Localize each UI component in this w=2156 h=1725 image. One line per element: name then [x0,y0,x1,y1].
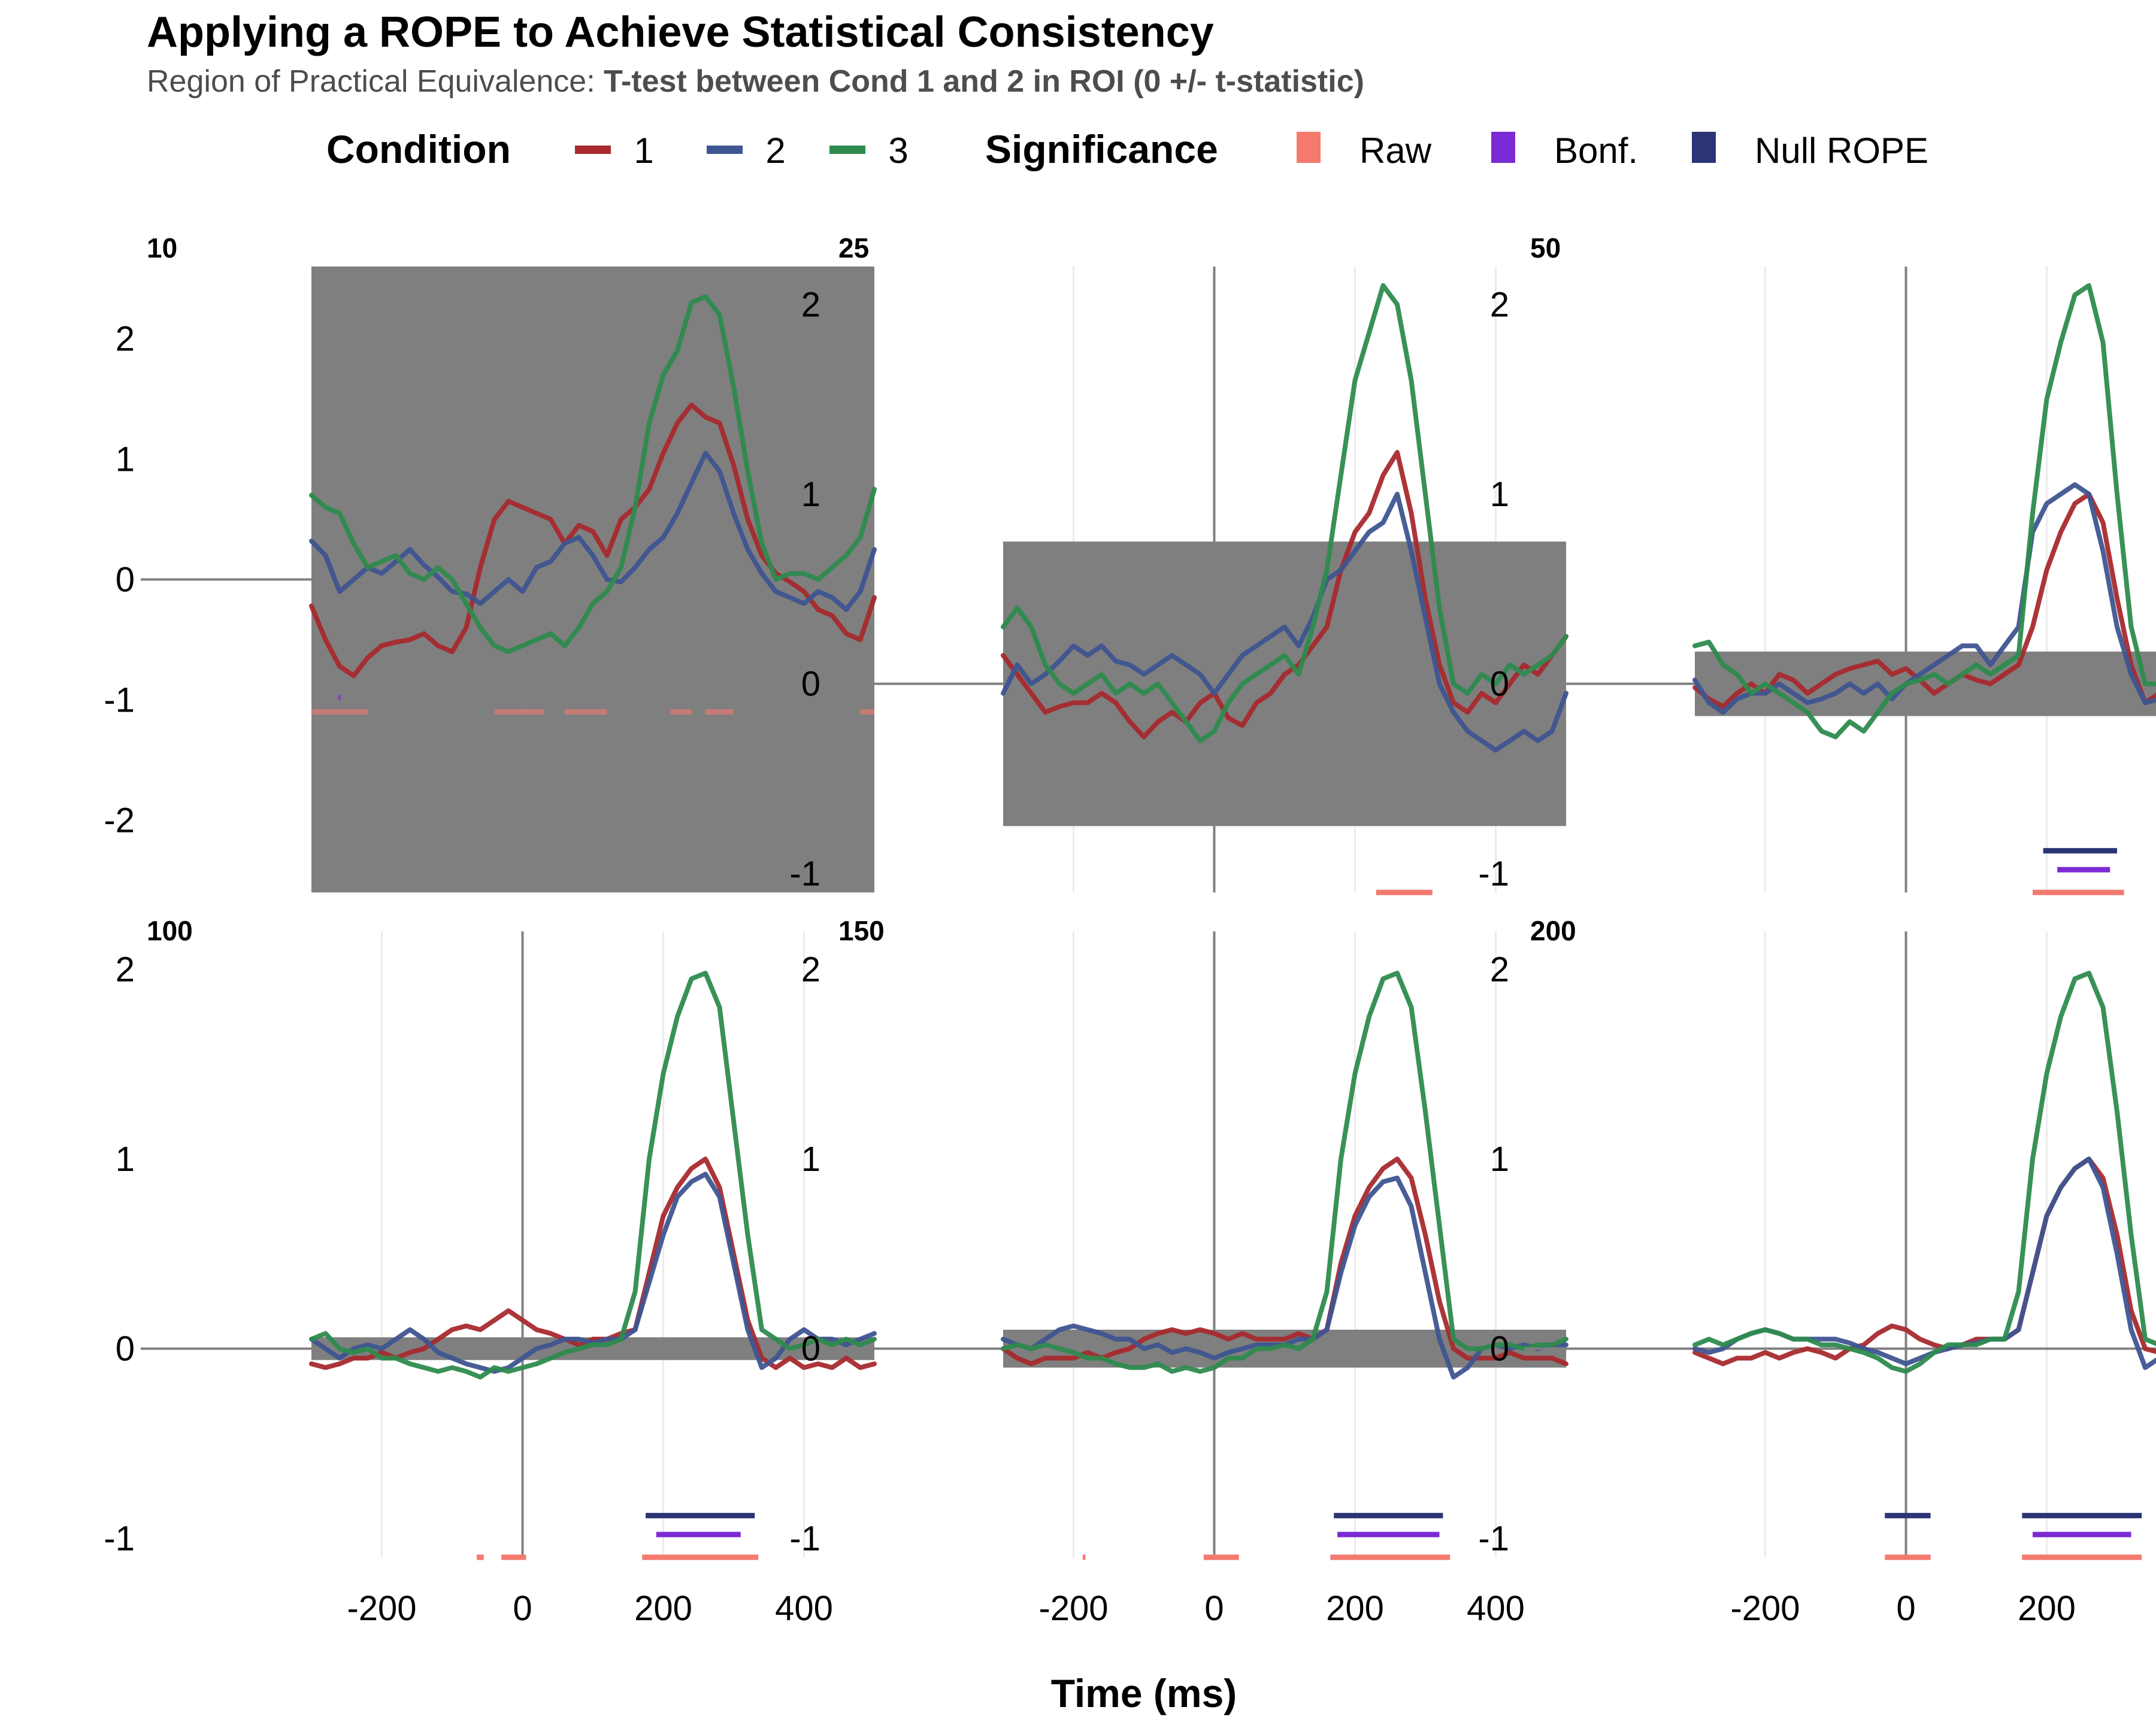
x-tick-label: 400 [775,1589,833,1628]
y-tick-label: 0 [116,561,135,600]
y-tick-label: 1 [1490,1140,1509,1179]
panel-strip-label: 25 [838,232,869,264]
series-line-condition-2 [1692,482,2156,715]
panel-strip-label: 10 [147,232,177,264]
panel-25: 25 -1 0 1 2 [789,232,1568,895]
legend: Condition Significance 1 2 3 Raw Bonf. Null R… [326,127,1928,171]
y-tick-label: 0 [1490,665,1509,704]
y-tick-label: 0 [801,1330,820,1369]
legend-condition-1: 1 [575,131,654,171]
y-tick-label: 0 [801,665,820,704]
legend-condition-label: 3 [888,131,908,171]
x-tick-label: 400 [1467,1589,1525,1628]
series-line-condition-3 [309,970,877,1380]
y-tick-label: -1 [1478,854,1509,893]
series-line-condition-2 [309,450,877,612]
x-tick-label: 200 [1326,1589,1384,1628]
legend-condition-label: 2 [765,131,785,171]
panel-100: 100 -1 0 1 2 -200 0 200 400 [104,915,877,1628]
y-tick-label: 2 [1490,950,1509,989]
y-tick-label: -1 [1478,1519,1509,1558]
subtitle-bold: T-test between Cond 1 and 2 in ROI (0 +/… [604,64,1364,99]
series-line-condition-1 [1692,1157,2156,1366]
panel-strip-label: 50 [1530,232,1561,264]
legend-significance-key [1491,132,1515,163]
y-tick-label: 2 [116,320,135,359]
series-line-condition-1 [1001,450,1568,740]
legend-significance-label: Bonf. [1554,131,1638,171]
series-line-condition-3 [1001,283,1568,743]
y-tick-label: 1 [801,1140,820,1179]
series-line-condition-3 [1692,283,2156,740]
x-tick-label: 0 [513,1589,532,1628]
legend-condition-label: 1 [634,131,653,171]
panel-strip-label: 100 [147,915,193,946]
panel-strip-label: 200 [1530,915,1576,946]
y-tick-label: 2 [1490,285,1509,324]
y-tick-label: 2 [801,285,820,324]
y-tick-label: 1 [801,475,820,514]
y-tick-label: -2 [104,801,135,840]
legend-significance-key [1692,132,1716,163]
panel-150: 150 -1 0 1 2 -200 0 200 400 [789,915,1568,1628]
x-tick-label: -200 [1038,1589,1108,1628]
series-line-condition-3 [1001,970,1568,1374]
y-tick-label: 1 [116,1140,135,1179]
y-tick-label: 0 [1490,1330,1509,1369]
series-line-condition-2 [1001,492,1568,753]
legend-significance-title: Significance [985,127,1218,171]
subtitle-prefix: Region of Practical Equivalence: [147,64,604,99]
y-tick-label: 1 [1490,475,1509,514]
panel-strip-label: 150 [838,915,885,946]
legend-condition-2: 2 [707,131,786,171]
chart-title: Applying a ROPE to Achieve Statistical C… [147,8,1214,56]
y-tick-label: 1 [116,440,135,479]
y-tick-label: 0 [116,1330,135,1369]
x-tick-label: -200 [1730,1589,1800,1628]
legend-significance-null-rope: Null ROPE [1692,131,1928,171]
legend-significance-label: Raw [1359,131,1432,171]
y-tick-label: 2 [801,950,820,989]
y-tick-label: -1 [789,854,820,893]
x-tick-label: 200 [634,1589,692,1628]
y-tick-label: -1 [104,1519,135,1558]
legend-significance-bonf-: Bonf. [1491,131,1638,171]
y-tick-label: 2 [116,950,135,989]
x-axis-title: Time (ms) [1051,1671,1237,1715]
panel-50: 50 -1 0 1 2 [1478,232,2156,895]
series-line-condition-3 [309,294,877,655]
series-line-condition-3 [1692,970,2156,1374]
legend-condition-3: 3 [829,131,909,171]
x-tick-label: 0 [1204,1589,1224,1628]
legend-condition-title: Condition [326,127,511,171]
y-tick-label: -1 [789,1519,820,1558]
legend-significance-key [1297,132,1321,163]
x-tick-label: 0 [1896,1589,1915,1628]
y-tick-label: -1 [104,680,135,719]
series-line-condition-1 [1692,492,2156,709]
legend-significance-raw: Raw [1297,131,1432,171]
legend-significance-label: Null ROPE [1755,131,1928,171]
chart-subtitle: Region of Practical Equivalence: T-test … [147,64,1364,99]
series-line-condition-1 [309,1157,877,1370]
x-tick-label: 200 [2018,1589,2076,1628]
x-tick-label: -200 [347,1589,416,1628]
